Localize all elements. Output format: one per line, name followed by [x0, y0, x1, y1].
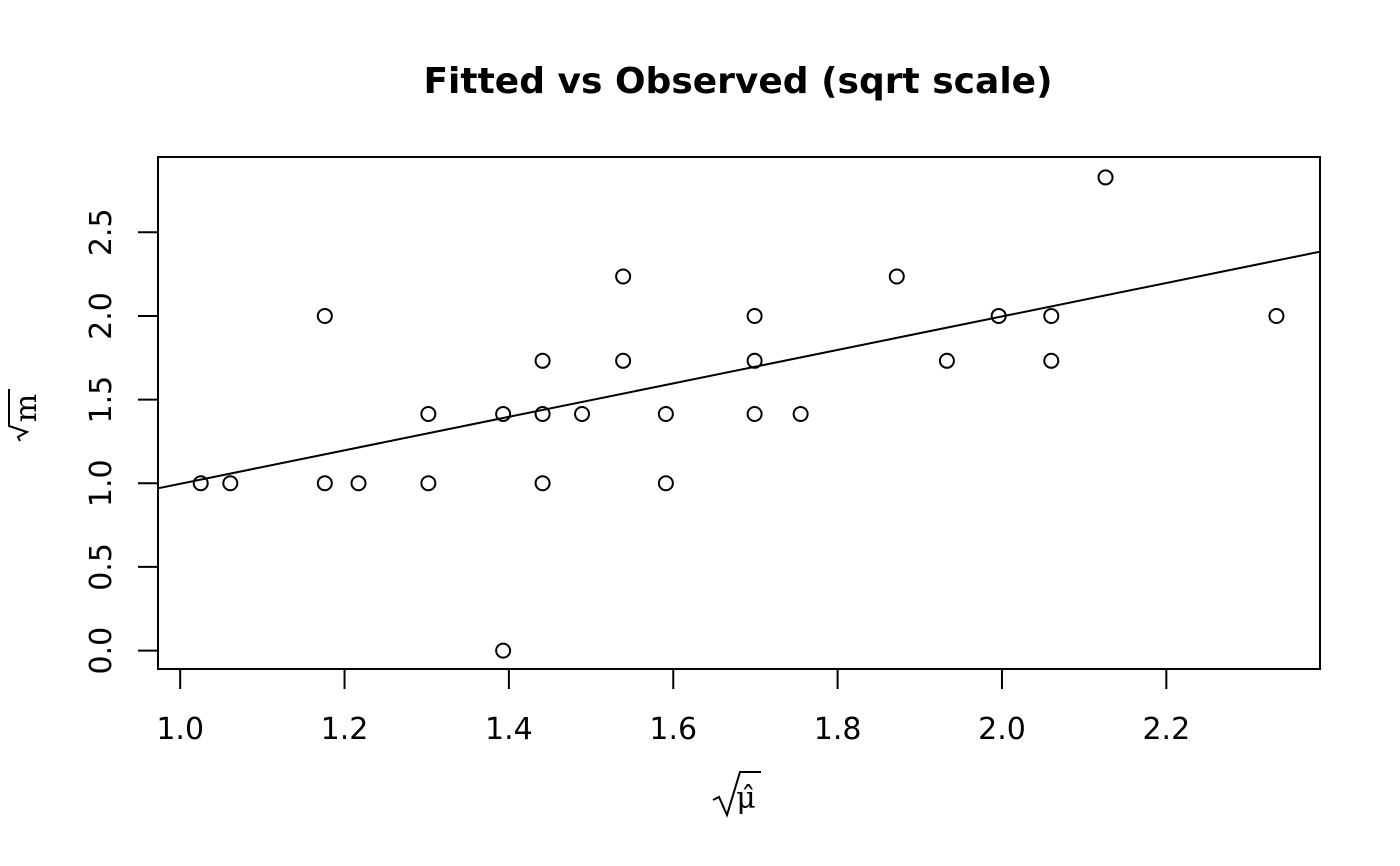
points-layer [192, 169, 1285, 659]
data-point [657, 475, 674, 492]
data-point [350, 475, 367, 492]
fit-line [157, 250, 1321, 490]
x-tick-label: 1.0 [156, 712, 204, 747]
data-point [1097, 169, 1114, 186]
data-point [888, 268, 905, 285]
y-tick-label: 1.5 [84, 376, 119, 424]
data-point [1268, 307, 1285, 324]
x-tick-label: 1.4 [485, 712, 533, 747]
data-point [746, 406, 763, 423]
data-point [615, 268, 632, 285]
data-point [534, 475, 551, 492]
y-tick-label: 1.0 [84, 459, 119, 507]
x-tick-label: 1.8 [814, 712, 862, 747]
data-point [990, 307, 1007, 324]
x-tick-label: 1.2 [321, 712, 369, 747]
data-point [746, 352, 763, 369]
y-tick-label: 2.5 [84, 208, 119, 256]
x-tick-label: 2.0 [978, 712, 1026, 747]
data-point [615, 352, 632, 369]
y-axis: 0.0 0.5 1.0 1.5 2.0 2.5 [84, 208, 159, 675]
data-point [420, 406, 437, 423]
fit-line-layer [157, 250, 1321, 490]
x-axis: 1.0 1.2 1.4 1.6 1.8 2.0 2.2 [156, 668, 1190, 747]
data-point [746, 307, 763, 324]
x-axis-label-text: μ̂ [736, 781, 756, 816]
x-axis-label: μ̂ [712, 771, 761, 818]
data-point [316, 307, 333, 324]
data-point [192, 475, 209, 492]
data-point [420, 475, 437, 492]
data-point [222, 475, 239, 492]
chart-title: Fitted vs Observed (sqrt scale) [423, 61, 1052, 102]
y-tick-label: 0.5 [84, 543, 119, 591]
y-axis-label-text: m [9, 394, 44, 422]
x-axis-label-sqrt-sign [712, 771, 761, 818]
data-point [574, 406, 591, 423]
data-point [534, 352, 551, 369]
data-point [1043, 307, 1060, 324]
data-point [938, 352, 955, 369]
data-point [792, 406, 809, 423]
data-point [495, 406, 512, 423]
x-tick-label: 1.6 [649, 712, 697, 747]
data-point [534, 406, 551, 423]
y-tick-label: 0.0 [84, 627, 119, 675]
data-point [495, 642, 512, 659]
data-point [316, 475, 333, 492]
plot-box [157, 156, 1321, 670]
data-point [657, 406, 674, 423]
y-tick-label: 2.0 [84, 292, 119, 340]
data-point [1043, 352, 1060, 369]
y-axis-label: m [8, 389, 44, 442]
x-tick-label: 2.2 [1142, 712, 1190, 747]
y-axis-label-sqrt-sign [8, 389, 30, 442]
